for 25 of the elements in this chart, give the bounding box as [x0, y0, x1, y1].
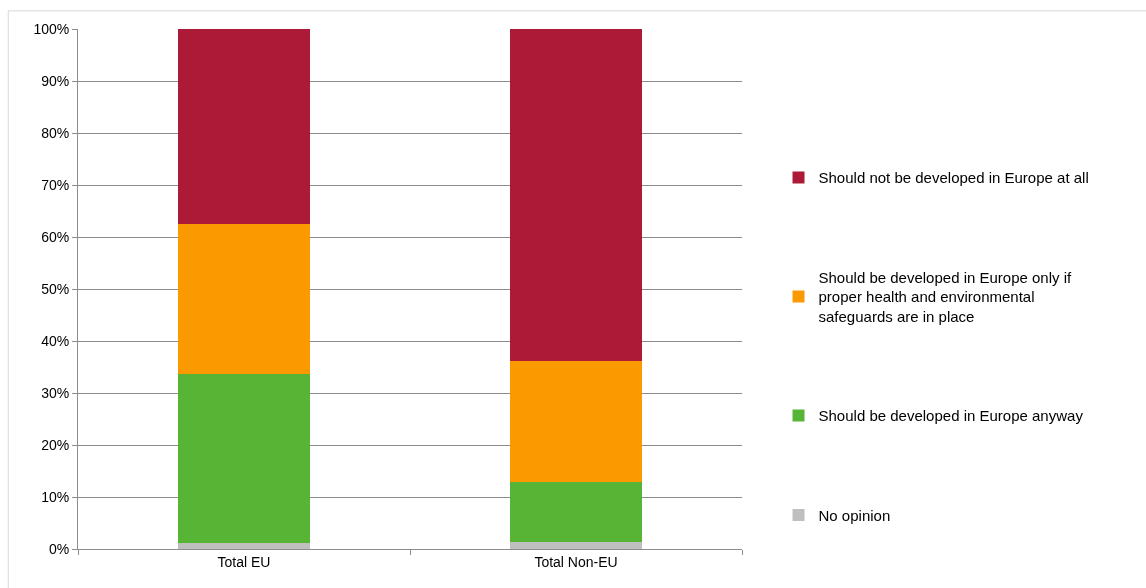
- y-tick-label: 10%: [41, 488, 70, 505]
- bar: [509, 360, 643, 482]
- y-tick-label: 100%: [33, 20, 70, 37]
- bar: [509, 481, 643, 542]
- y-tick-label: 0%: [48, 540, 70, 557]
- x-tick-label: Total Non-EU: [534, 553, 618, 570]
- bar: [177, 373, 311, 543]
- legend-label: Should be developed in Europe only if proper health and environmental safeguards are in place: [818, 268, 1073, 325]
- y-tick-label: 60%: [41, 228, 70, 245]
- y-tick-label: 90%: [41, 72, 70, 89]
- y-tick-label: 70%: [41, 176, 70, 193]
- y-tick-label: 30%: [41, 384, 70, 401]
- legend-label: No opinion: [818, 506, 891, 524]
- x-tick-label: Total EU: [217, 553, 271, 570]
- bar: [177, 29, 311, 224]
- legend-label: Should not be developed in Europe at all: [818, 169, 1089, 187]
- bar: [177, 224, 311, 374]
- y-tick-label: 50%: [41, 280, 70, 297]
- y-tick-label: 80%: [41, 124, 70, 141]
- y-tick-label: 20%: [41, 436, 70, 453]
- y-tick-label: 40%: [41, 332, 70, 349]
- legend-label: Should be developed in Europe anyway: [818, 407, 1084, 425]
- bar: [509, 541, 643, 549]
- bar: [177, 542, 311, 549]
- bar: [509, 29, 643, 361]
